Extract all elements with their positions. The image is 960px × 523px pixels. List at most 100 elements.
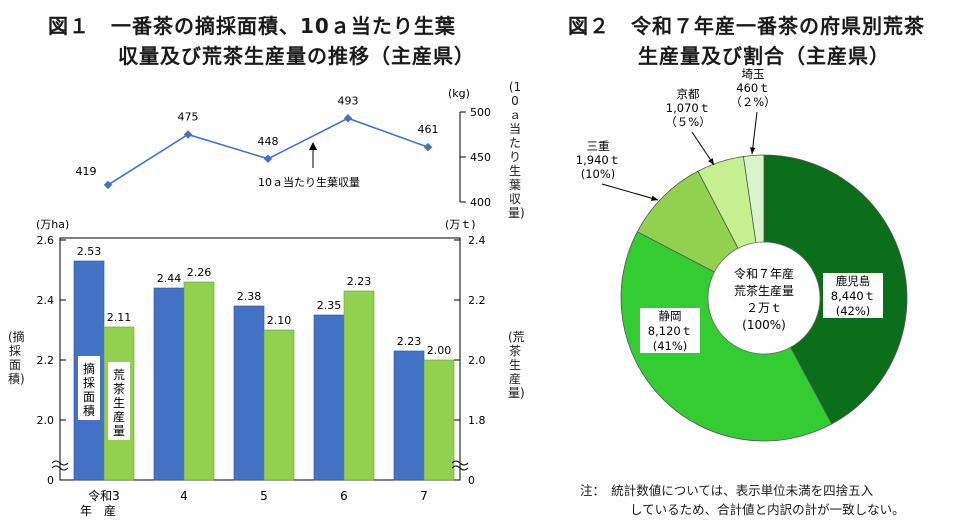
pie-label-shizuoka: 静岡 (659, 309, 682, 323)
pie-leader-arrowhead (750, 147, 756, 154)
prod-axis-label: (荒茶生産量) (508, 330, 525, 400)
pie-outer-label: 埼玉 (742, 67, 765, 81)
pie-outer-label: 1,940ｔ (576, 153, 620, 167)
note-line2: しているため、合計値と内訳の計が一致しない。 (630, 502, 905, 517)
area-axis-label: (摘採面積) (8, 330, 25, 386)
prod-unit: (万ｔ) (445, 218, 476, 231)
pie-center-hole (707, 241, 821, 355)
area-axis-tick-label: 2.0 (37, 414, 55, 427)
axis-break-left (51, 460, 69, 471)
area-axis-tick-label: 2.2 (37, 354, 55, 367)
pie-label-shizuoka-bg (640, 338, 700, 353)
area-bar-label: 2.23 (397, 335, 422, 348)
pie-label-shizuoka-bg (640, 323, 700, 338)
line-axis-tick-label: 400 (470, 196, 491, 209)
line-point (183, 130, 193, 139)
pie-center-line3: ２万ｔ (746, 301, 782, 315)
fig2-title-line1: 図２ 令和７年産一番茶の府県別荒茶 (568, 14, 925, 38)
pie-label-shizuoka: (41%) (653, 339, 688, 353)
area-bar (393, 350, 425, 481)
prod-axis-tick-label: 2.4 (468, 234, 486, 247)
pie-outer-label: （５%） (665, 115, 710, 129)
production-bar (343, 290, 375, 481)
pie-leader-arrowhead (708, 158, 714, 165)
pie-outer-label: (10%) (581, 167, 616, 181)
prod-axis-zero-label: 0 (468, 474, 475, 487)
pie-leader-line (691, 131, 715, 166)
fig1-title-line2: 収量及び荒茶生産量の推移（主産県） (118, 44, 475, 68)
x-tick-label: 7 (420, 489, 428, 503)
line-data-label: 461 (418, 123, 439, 136)
pie-outer-label: 三重 (587, 139, 610, 153)
area-bar-label: 2.53 (77, 245, 102, 258)
production-bar (183, 281, 215, 481)
area-series-label-box (78, 356, 100, 420)
line-annotation-arrowhead (309, 142, 317, 150)
production-bar-label: 2.11 (107, 311, 132, 324)
line-data-label: 493 (338, 94, 359, 107)
pie-outer-label: 京都 (677, 87, 700, 101)
area-bar (233, 305, 265, 481)
line-axis-label: (10ａ当たり生葉収量) (508, 80, 525, 220)
prod-axis-tick-label: 1.8 (468, 414, 486, 427)
production-bar-label: 2.00 (427, 344, 452, 357)
pie-label-kagoshima-bg (823, 303, 883, 318)
area-axis-tick-label: 2.4 (37, 294, 55, 307)
x-tick-label: 4 (180, 489, 188, 503)
pie-label-shizuoka: 8,120ｔ (648, 324, 692, 338)
pie-outer-label: （２%） (730, 95, 775, 109)
production-bar (423, 359, 455, 481)
area-unit: (万ha) (36, 218, 69, 231)
pie-label-kagoshima-bg (823, 273, 883, 288)
line-point (423, 142, 433, 152)
axis-break-right (451, 460, 469, 471)
line-unit: (kg) (448, 87, 470, 100)
pie-outer-label: 460ｔ (736, 81, 769, 95)
production-series-label-box (108, 362, 130, 440)
pie-label-shizuoka-bg (640, 308, 700, 323)
line-axis-tick-label: 450 (470, 151, 491, 164)
area-axis-tick-label: 2.6 (37, 234, 55, 247)
pie-leader-line (751, 111, 758, 155)
line-series (107, 117, 429, 186)
pie-label-kagoshima: 8,440ｔ (831, 289, 875, 303)
pie-center-line1: 令和７年産 (734, 266, 794, 281)
line-point (343, 114, 353, 123)
pie-leader-arrowhead (651, 195, 658, 201)
x-tick-label: 令和3 (88, 488, 120, 503)
area-bar-label: 2.35 (317, 299, 342, 312)
line-data-label: 419 (76, 165, 97, 178)
year-caption: 年 産 (80, 503, 116, 518)
production-series-label: 荒茶生産量 (113, 368, 125, 438)
line-point (263, 154, 273, 164)
pie-center-line4: (100%) (742, 318, 786, 332)
note-line1: 注： 統計数値については、表示単位未満を四捨五入 (580, 483, 874, 498)
pie-label-kagoshima-bg (823, 288, 883, 303)
area-bar (313, 314, 345, 481)
prod-axis-tick-label: 2.0 (468, 354, 486, 367)
fig1-title-line1: 図１ 一番茶の摘採面積、10ａ当たり生葉 (48, 14, 456, 38)
line-data-label: 448 (258, 135, 279, 148)
x-tick-label: 5 (260, 489, 268, 503)
pie-leader-line (601, 183, 659, 201)
area-axis-zero-label: 0 (47, 474, 54, 487)
prod-axis-tick-label: 2.2 (468, 294, 486, 307)
production-bar (263, 329, 295, 481)
line-point (103, 180, 113, 190)
area-bar-label: 2.38 (237, 290, 262, 303)
production-bar-label: 2.23 (347, 275, 372, 288)
pie-outer-label: 1,070ｔ (666, 101, 710, 115)
area-series-label: 摘採面積 (83, 361, 95, 418)
pie-center-line2: 荒茶生産量 (734, 283, 794, 298)
area-bar (153, 287, 185, 481)
area-bar-label: 2.44 (157, 272, 182, 285)
x-tick-label: 6 (340, 489, 348, 503)
pie-label-kagoshima: 鹿児島 (836, 274, 871, 288)
line-axis-tick-label: 500 (470, 106, 491, 119)
production-bar-label: 2.10 (267, 314, 292, 327)
line-annotation: 10ａ当たり生葉収量 (258, 175, 360, 189)
line-data-label: 475 (178, 111, 199, 124)
production-bar-label: 2.26 (187, 266, 212, 279)
